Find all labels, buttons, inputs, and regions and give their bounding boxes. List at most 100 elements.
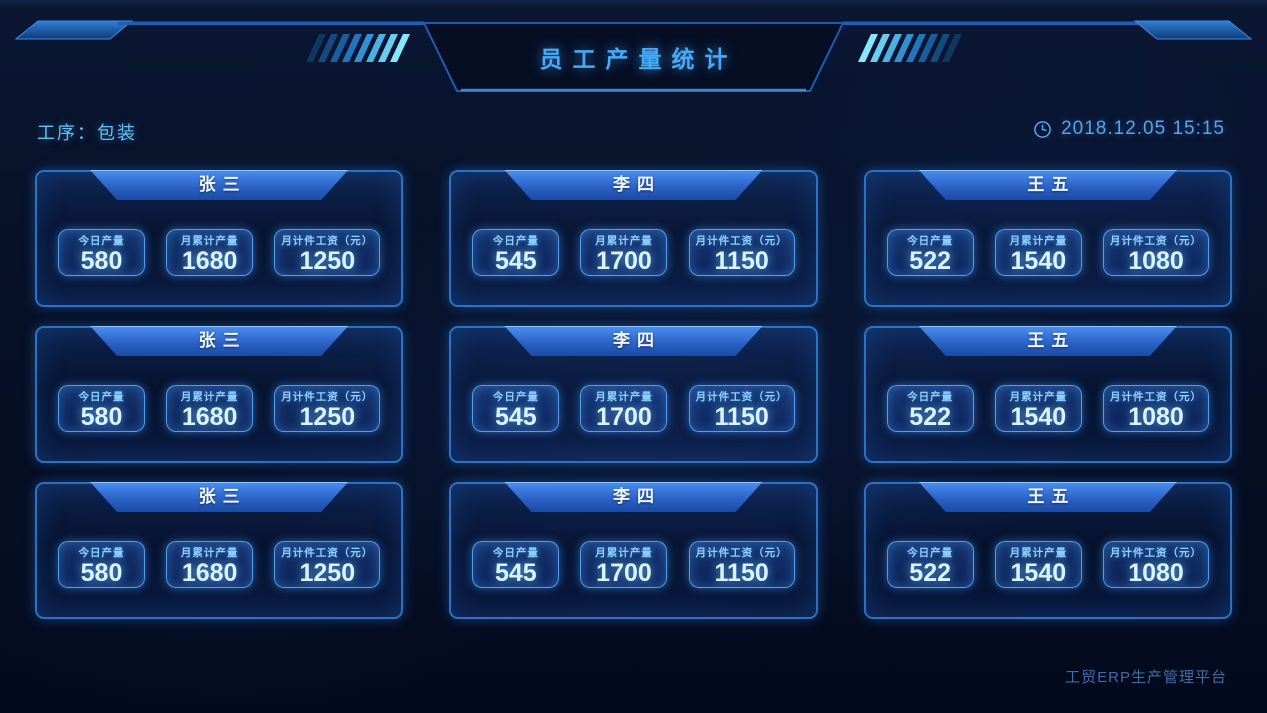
stat-value: 545 (494, 558, 537, 587)
employee-name-banner: 李四 (504, 482, 762, 512)
datetime-display: 2018.12.05 15:15 (1033, 118, 1225, 140)
stat-label: 月累计产量 (180, 546, 239, 559)
stat-label: 月累计产量 (1009, 546, 1068, 559)
stat-label: 月计件工资（元） (281, 390, 374, 403)
stat-box-today-output: 今日产量 545 (472, 541, 560, 588)
stat-box-month-wage: 月计件工资（元） 1250 (274, 385, 381, 432)
stat-box-month-output: 月累计产量 1700 (580, 541, 668, 588)
top-edge-strip (0, 0, 1267, 7)
employee-name: 张三 (198, 331, 247, 350)
stat-box-today-output: 今日产量 580 (58, 229, 145, 276)
stat-box-month-wage: 月计件工资（元） 1150 (688, 385, 795, 432)
stat-box-month-wage: 月计件工资（元） 1150 (688, 229, 795, 276)
stat-label: 月计件工资（元） (281, 234, 374, 247)
stat-value: 1150 (714, 558, 769, 587)
stats-row: 今日产量 522 月累计产量 1540 月计件工资（元） 1080 (866, 541, 1230, 588)
stat-label: 今日产量 (492, 390, 539, 403)
stats-row: 今日产量 545 月累计产量 1700 月计件工资（元） 1150 (451, 229, 815, 276)
employee-name: 王五 (1027, 331, 1076, 350)
stat-box-month-wage: 月计件工资（元） 1080 (1103, 229, 1209, 276)
right-slash-decor (858, 34, 962, 62)
stat-label: 月累计产量 (595, 390, 653, 403)
right-end-cap (1133, 20, 1253, 40)
stat-value: 1540 (1010, 402, 1067, 431)
stats-row: 今日产量 522 月累计产量 1540 月计件工资（元） 1080 (866, 385, 1230, 432)
stat-value: 1250 (299, 246, 356, 275)
stat-box-month-output: 月累计产量 1540 (994, 229, 1082, 276)
left-slash-decor (306, 34, 410, 62)
stat-label: 月累计产量 (1009, 390, 1068, 403)
stat-label: 今日产量 (78, 234, 125, 247)
stat-box-month-wage: 月计件工资（元） 1150 (688, 541, 795, 588)
stat-box-month-output: 月累计产量 1700 (580, 385, 668, 432)
stat-box-today-output: 今日产量 522 (886, 541, 974, 588)
stat-value: 522 (909, 558, 952, 587)
stat-value: 1150 (714, 246, 769, 275)
employee-name-banner: 李四 (504, 326, 762, 356)
stat-value: 1680 (181, 402, 238, 431)
stat-value: 522 (909, 246, 952, 275)
title-panel (422, 22, 845, 92)
stat-label: 今日产量 (907, 234, 954, 247)
stat-box-month-wage: 月计件工资（元） 1250 (274, 541, 381, 588)
stat-box-month-wage: 月计件工资（元） 1250 (274, 229, 381, 276)
employee-card: 张三 今日产量 580 月累计产量 1680 月计件工资（元） 1250 (35, 170, 404, 307)
stat-label: 今日产量 (78, 390, 125, 403)
stat-box-month-output: 月累计产量 1680 (166, 541, 254, 588)
stat-box-today-output: 今日产量 545 (472, 229, 560, 276)
employee-card: 王五 今日产量 522 月累计产量 1540 月计件工资（元） 1080 (863, 326, 1232, 463)
stat-label: 月累计产量 (595, 234, 653, 247)
page-title: 员工产量统计 (539, 46, 738, 72)
stat-label: 月计件工资（元） (1110, 234, 1202, 247)
stat-value: 1700 (596, 402, 652, 431)
stat-value: 1080 (1128, 558, 1184, 587)
stat-box-month-wage: 月计件工资（元） 1080 (1103, 541, 1209, 588)
stat-box-month-wage: 月计件工资（元） 1080 (1103, 385, 1209, 432)
stat-value: 522 (909, 402, 952, 431)
stat-label: 月计件工资（元） (1110, 390, 1202, 403)
employee-name-banner: 张三 (90, 170, 348, 200)
header-line-left (118, 21, 424, 25)
stat-label: 月计件工资（元） (1110, 546, 1202, 559)
datetime-text: 2018.12.05 15:15 (1061, 118, 1225, 139)
employee-card: 李四 今日产量 545 月累计产量 1700 月计件工资（元） 1150 (449, 326, 818, 463)
stat-label: 月计件工资（元） (695, 546, 788, 559)
stat-box-today-output: 今日产量 545 (472, 385, 560, 432)
stats-row: 今日产量 522 月累计产量 1540 月计件工资（元） 1080 (866, 229, 1230, 276)
stat-value: 1250 (299, 558, 356, 587)
employee-name-banner: 李四 (504, 170, 762, 200)
employee-card: 王五 今日产量 522 月累计产量 1540 月计件工资（元） 1080 (863, 170, 1232, 307)
stats-row: 今日产量 545 月累计产量 1700 月计件工资（元） 1150 (451, 541, 815, 588)
employee-card: 王五 今日产量 522 月累计产量 1540 月计件工资（元） 1080 (863, 482, 1232, 619)
stat-value: 1150 (714, 402, 769, 431)
process-label: 工序：包装 (37, 123, 137, 143)
clock-icon (1034, 120, 1051, 138)
stat-box-month-output: 月累计产量 1540 (994, 541, 1082, 588)
stat-label: 今日产量 (492, 234, 539, 247)
stat-value: 580 (80, 558, 123, 587)
stat-label: 月累计产量 (180, 390, 239, 403)
header-decoration (14, 20, 1253, 92)
employee-name-banner: 王五 (919, 170, 1177, 200)
stat-value: 1080 (1128, 402, 1184, 431)
stat-label: 今日产量 (907, 546, 954, 559)
employee-name: 张三 (198, 175, 247, 194)
stat-value: 1700 (596, 558, 652, 587)
stats-row: 今日产量 580 月累计产量 1680 月计件工资（元） 1250 (37, 385, 401, 432)
employee-card: 李四 今日产量 545 月累计产量 1700 月计件工资（元） 1150 (449, 170, 818, 307)
stat-label: 月累计产量 (595, 546, 653, 559)
stat-value: 1680 (181, 246, 238, 275)
stat-value: 1080 (1128, 246, 1184, 275)
stats-row: 今日产量 580 月累计产量 1680 月计件工资（元） 1250 (37, 541, 401, 588)
stat-value: 580 (80, 246, 123, 275)
stat-value: 1540 (1010, 558, 1067, 587)
platform-brand: 工贸ERP生产管理平台 (1065, 669, 1227, 686)
employee-name: 王五 (1027, 175, 1076, 194)
stat-value: 1680 (181, 558, 238, 587)
stat-box-today-output: 今日产量 580 (58, 541, 145, 588)
stat-value: 1700 (596, 246, 652, 275)
stat-label: 今日产量 (492, 546, 539, 559)
employee-card-grid: 张三 今日产量 580 月累计产量 1680 月计件工资（元） 1250 (35, 170, 1232, 619)
employee-name: 王五 (1027, 487, 1076, 506)
